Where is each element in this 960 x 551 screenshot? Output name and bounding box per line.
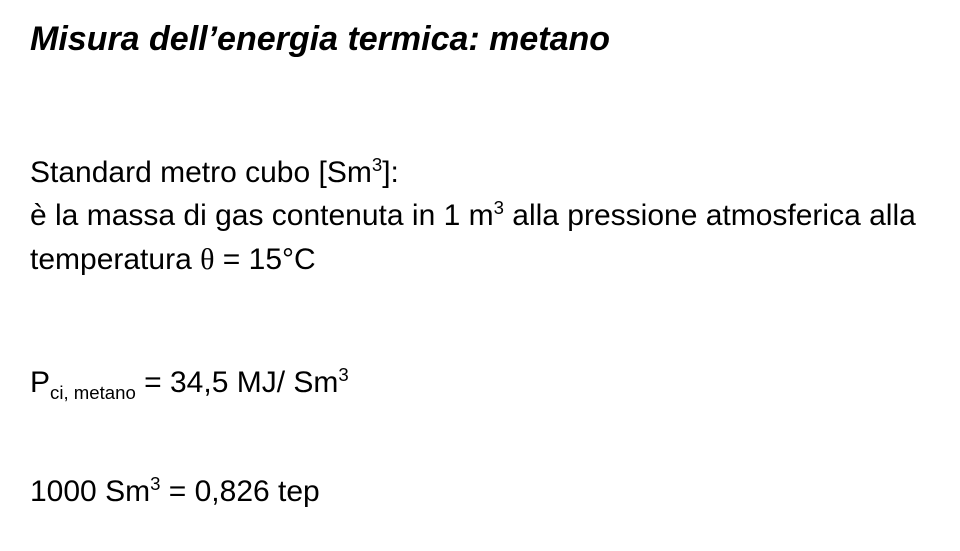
pci-eq-prefix: = 34,5 MJ/ Sm <box>136 366 339 399</box>
conversion-rhs: = 0,826 tep <box>160 475 319 508</box>
theta-symbol: θ <box>200 243 214 276</box>
pci-line: Pci, metano = 34,5 MJ/ Sm3 <box>30 361 930 405</box>
conversion-line: 1000 Sm3 = 0,826 tep <box>30 470 930 514</box>
conversion-lhs-exp: 3 <box>150 473 160 494</box>
pci-symbol-main: P <box>30 366 50 399</box>
definition-paragraph: Standard metro cubo [Sm3]: è la massa di… <box>30 151 930 282</box>
pci-symbol-sub: ci, metano <box>50 382 136 403</box>
definition-body-exp: 3 <box>494 197 504 218</box>
definition-lead-exp: 3 <box>372 154 382 175</box>
definition-body-prefix: è la massa di gas contenuta in 1 m <box>30 199 494 232</box>
pci-eq-exp: 3 <box>338 364 348 385</box>
definition-lead-suffix: ]: <box>382 156 399 189</box>
conversion-lhs-prefix: 1000 Sm <box>30 475 150 508</box>
definition-lead-prefix: Standard metro cubo [Sm <box>30 156 372 189</box>
page-title: Misura dell’energia termica: metano <box>30 18 930 61</box>
slide: Misura dell’energia termica: metano Stan… <box>0 0 960 551</box>
definition-body-suffix: = 15°C <box>214 243 315 276</box>
